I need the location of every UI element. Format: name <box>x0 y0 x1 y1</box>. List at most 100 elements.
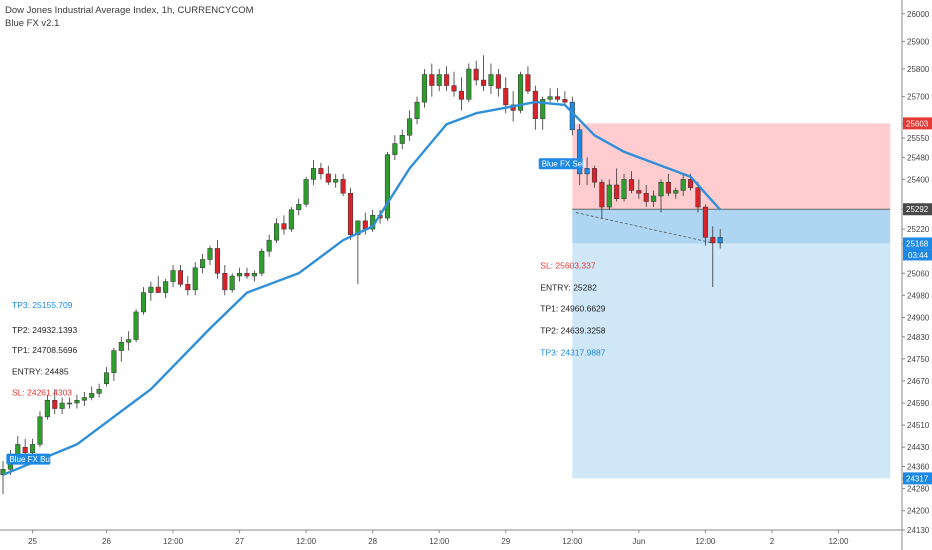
candle[interactable] <box>451 85 457 92</box>
candle[interactable] <box>333 179 339 183</box>
buy-level-label: TP2: 24932.1393 <box>12 325 77 335</box>
candle[interactable] <box>673 190 679 194</box>
candle[interactable] <box>710 237 716 244</box>
candle[interactable] <box>473 68 479 81</box>
candle[interactable] <box>414 101 420 119</box>
candle[interactable] <box>636 190 642 194</box>
candle[interactable] <box>628 179 634 191</box>
candle[interactable] <box>540 99 546 119</box>
candle[interactable] <box>547 96 553 100</box>
candle[interactable] <box>569 101 575 130</box>
candle[interactable] <box>384 154 391 219</box>
candle[interactable] <box>244 273 250 277</box>
candle[interactable] <box>52 400 58 409</box>
candle[interactable] <box>702 206 708 238</box>
candle[interactable] <box>621 179 627 199</box>
candle[interactable] <box>466 68 472 100</box>
candle[interactable] <box>148 286 154 293</box>
candle[interactable] <box>126 339 132 343</box>
buy-level-label: TP3: 25155.709 <box>12 300 73 310</box>
candle[interactable] <box>421 74 427 103</box>
candle[interactable] <box>274 223 280 241</box>
candle[interactable] <box>288 209 294 230</box>
candle[interactable] <box>436 74 442 86</box>
candle[interactable] <box>658 181 664 197</box>
candle[interactable] <box>525 74 531 92</box>
candle[interactable] <box>651 195 657 202</box>
candle[interactable] <box>89 393 95 398</box>
candle[interactable] <box>488 74 494 86</box>
candle[interactable] <box>266 239 272 252</box>
stop-loss-zone <box>572 123 891 210</box>
candle[interactable] <box>562 99 568 103</box>
candle[interactable] <box>614 184 620 200</box>
candle[interactable] <box>66 402 73 405</box>
candle[interactable] <box>665 181 671 194</box>
candle[interactable] <box>133 311 139 340</box>
candle[interactable] <box>200 259 206 269</box>
candle[interactable] <box>111 350 117 373</box>
candle[interactable] <box>429 74 435 86</box>
candle[interactable] <box>74 400 80 404</box>
candle[interactable] <box>214 248 220 274</box>
candle[interactable] <box>185 284 191 291</box>
candle[interactable] <box>399 135 405 144</box>
candle[interactable] <box>96 388 102 394</box>
candle[interactable] <box>22 446 28 453</box>
sell-level-label: TP1: 24960.6629 <box>540 304 605 314</box>
candle[interactable] <box>606 184 612 208</box>
candle[interactable] <box>177 270 183 285</box>
candle[interactable] <box>392 143 398 155</box>
candle[interactable] <box>81 397 87 401</box>
signal-tag[interactable] <box>538 158 583 170</box>
candle[interactable] <box>37 416 43 445</box>
candle[interactable] <box>237 273 243 277</box>
candle[interactable] <box>229 275 235 291</box>
candle[interactable] <box>163 281 169 293</box>
candle[interactable] <box>503 88 509 106</box>
candle[interactable] <box>303 179 309 205</box>
candle[interactable] <box>155 286 161 293</box>
candle[interactable] <box>325 173 331 183</box>
candle[interactable] <box>30 444 36 453</box>
candle[interactable] <box>281 223 287 230</box>
candle[interactable] <box>458 90 464 100</box>
candle[interactable] <box>599 181 605 208</box>
signal-tag[interactable] <box>6 453 51 465</box>
candle[interactable] <box>680 179 686 191</box>
candle[interactable] <box>170 270 176 282</box>
candle[interactable] <box>340 179 346 194</box>
candle[interactable] <box>222 273 228 291</box>
candle[interactable] <box>444 74 450 86</box>
candle[interactable] <box>643 192 649 202</box>
candle[interactable] <box>495 74 501 89</box>
candle[interactable] <box>532 90 538 119</box>
candle[interactable] <box>251 273 257 277</box>
candle[interactable] <box>44 400 50 418</box>
candle[interactable] <box>103 372 110 384</box>
candle[interactable] <box>591 168 598 183</box>
candle[interactable] <box>517 74 524 111</box>
candle[interactable] <box>310 168 317 180</box>
candle[interactable] <box>554 96 561 100</box>
candle[interactable] <box>717 237 723 244</box>
candle[interactable] <box>59 402 65 409</box>
candle[interactable] <box>192 267 198 291</box>
candle[interactable] <box>296 204 302 211</box>
candle[interactable] <box>347 192 354 235</box>
candle[interactable] <box>407 118 413 136</box>
sell-level-label: TP2: 24639.3258 <box>540 325 605 335</box>
candle[interactable] <box>318 168 324 175</box>
candle[interactable] <box>577 129 583 175</box>
candle[interactable] <box>688 179 694 188</box>
candle[interactable] <box>207 248 213 260</box>
candle[interactable] <box>259 250 265 274</box>
candle[interactable] <box>140 292 147 313</box>
candle[interactable] <box>118 342 124 351</box>
candle[interactable] <box>481 79 487 86</box>
candle[interactable] <box>584 168 590 175</box>
candle[interactable] <box>695 187 701 208</box>
price-tick-label: 24130 <box>907 526 930 535</box>
candle[interactable] <box>355 220 361 235</box>
